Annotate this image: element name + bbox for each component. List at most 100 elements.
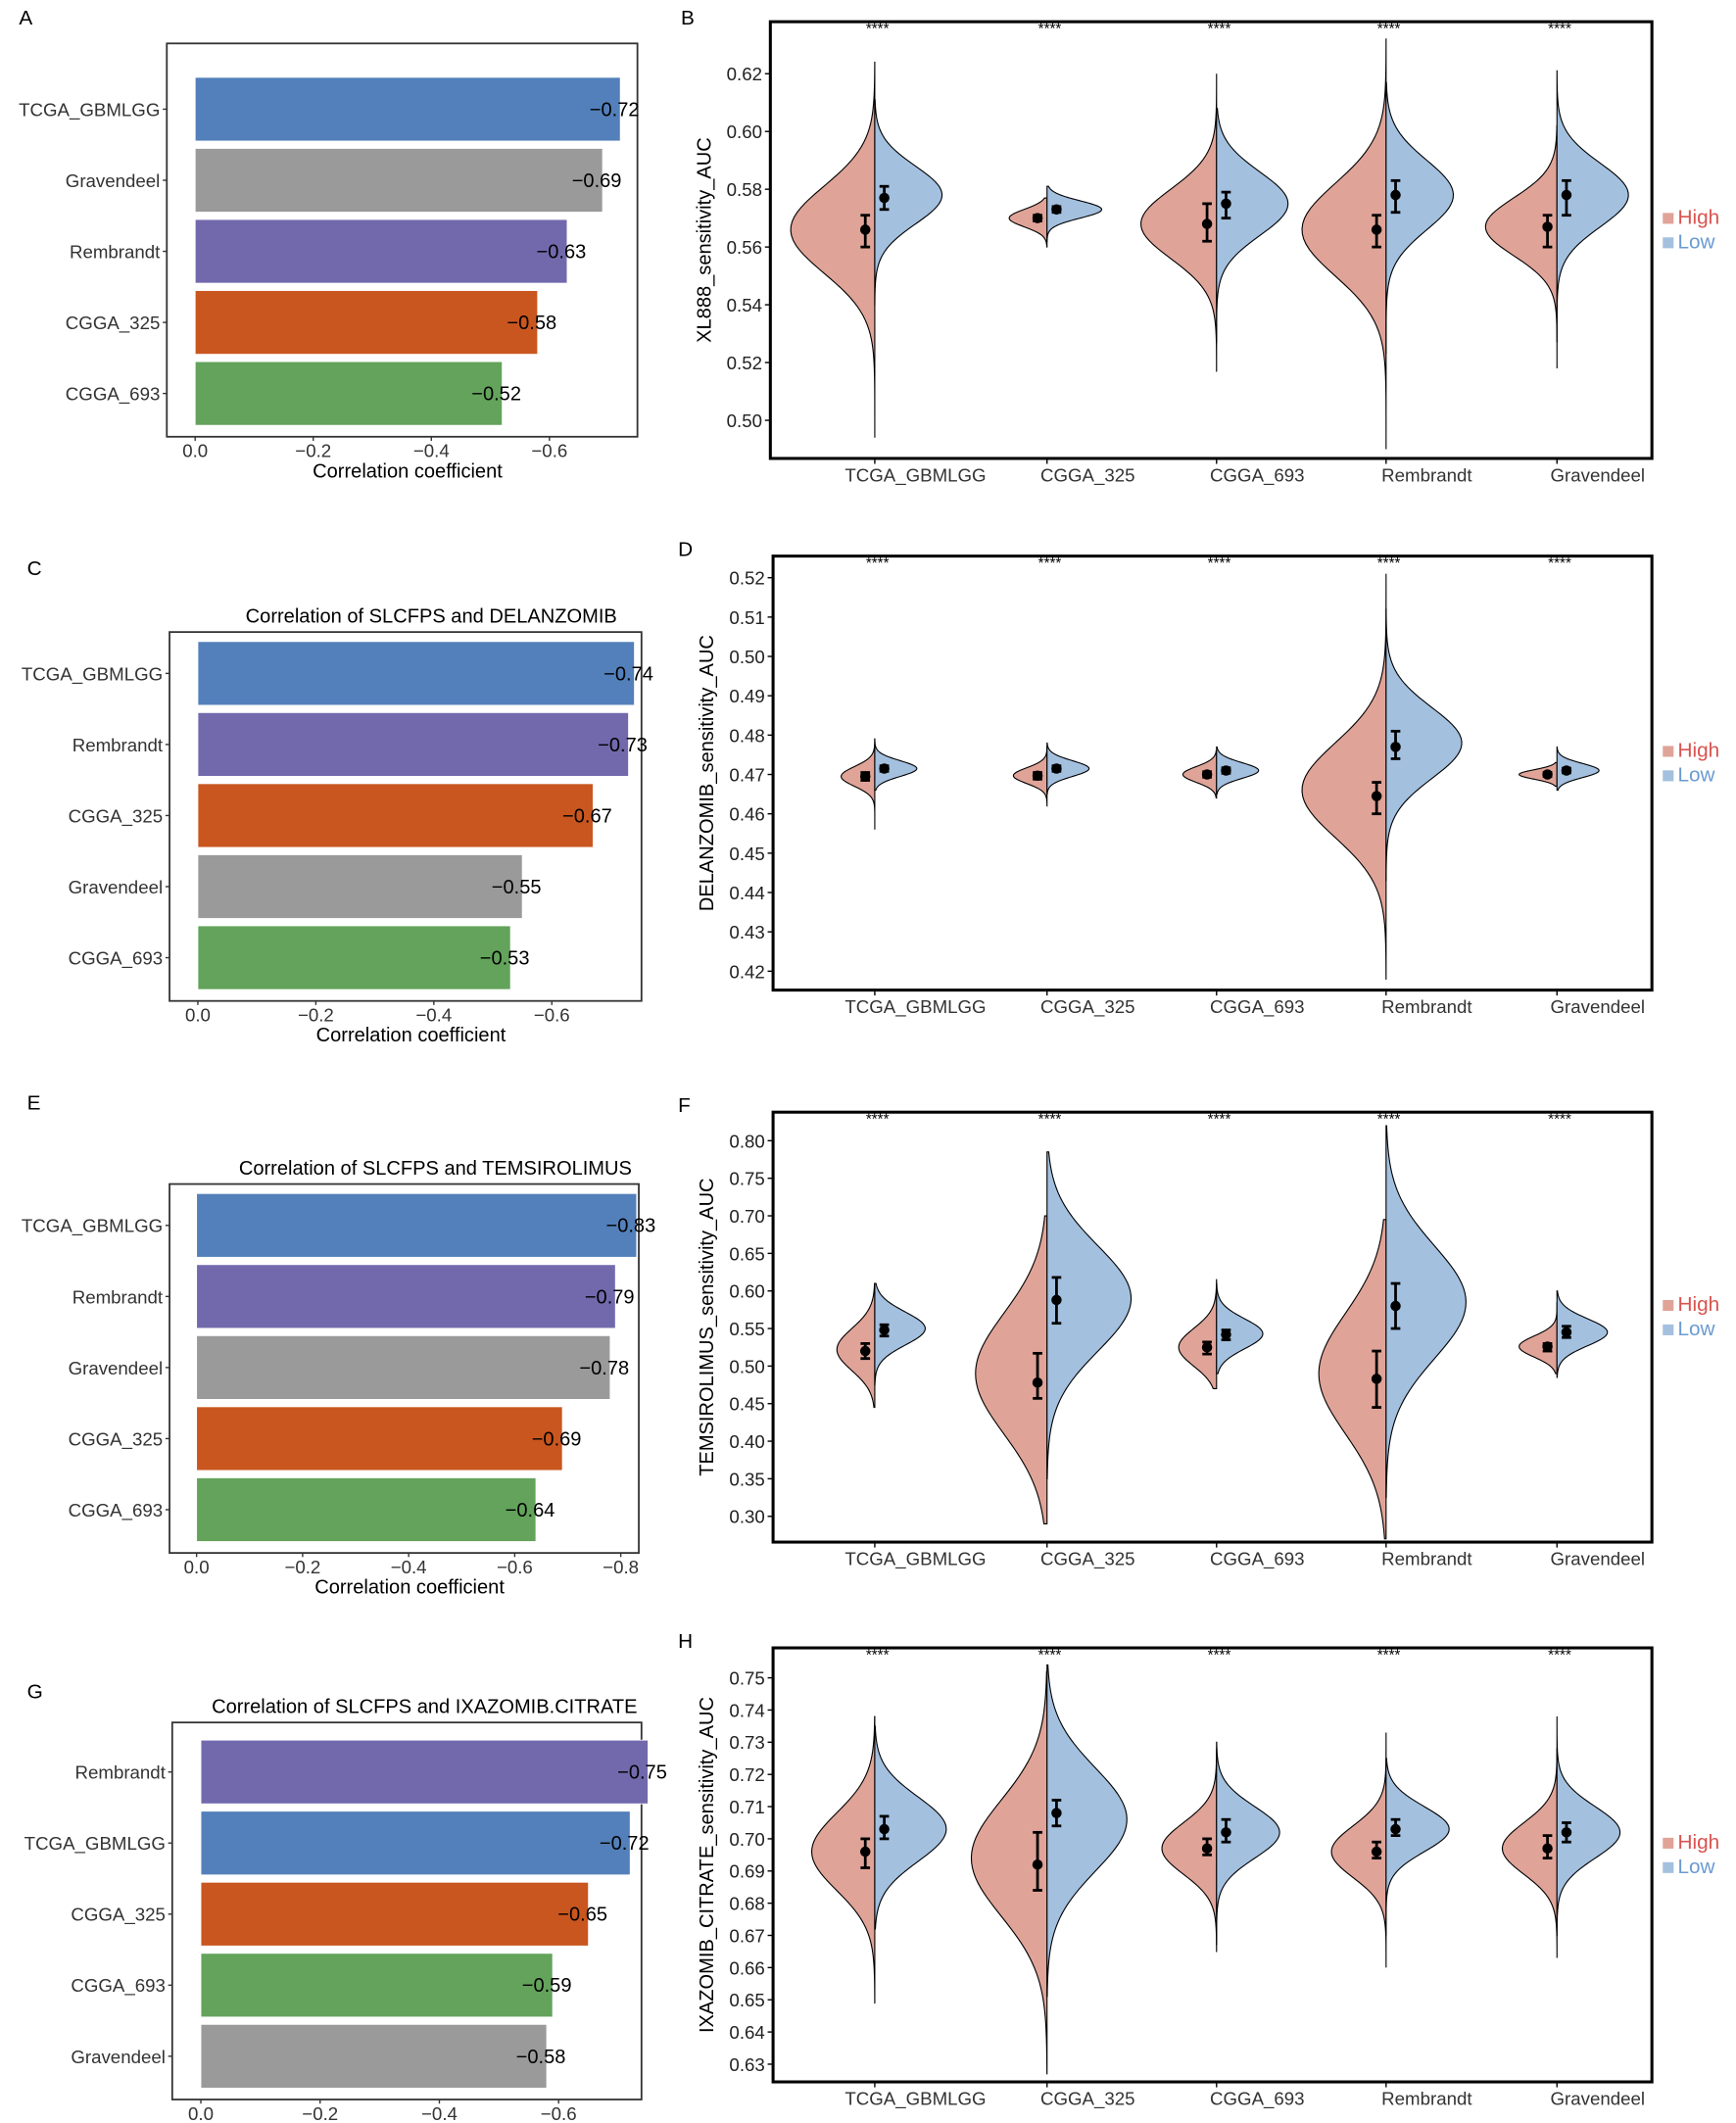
bar-rembrandt <box>197 711 629 777</box>
mean-point <box>1221 198 1231 210</box>
mean-point <box>1051 763 1062 774</box>
mean-point <box>1390 189 1401 201</box>
y-tick-label: TCGA_GBMLGG <box>19 99 160 121</box>
y-tick-label: CGGA_693 <box>71 1975 166 1997</box>
data-label: −0.75 <box>617 1762 667 1784</box>
bar-cgga_693 <box>200 1953 554 2018</box>
mean-point <box>1371 791 1382 801</box>
x-tick-label: Gravendeel <box>1551 1549 1646 1569</box>
violin-half-high <box>1140 73 1218 372</box>
panel-letter: H <box>678 1630 693 1653</box>
significance-stars: **** <box>1548 1112 1571 1129</box>
violin-half-low <box>1556 746 1600 792</box>
mean-point <box>1390 742 1401 752</box>
significance-stars: **** <box>1548 22 1571 38</box>
y-tick-label: 0.72 <box>729 1764 764 1785</box>
x-tick-label: Rembrandt <box>1381 996 1472 1017</box>
bar-tcga_gbmlgg <box>194 76 621 142</box>
x-tick-label: −0.4 <box>415 1004 452 1025</box>
mean-point <box>859 1846 871 1858</box>
chart-title: Correlation of SLCFPS and IXAZOMIB.CITRA… <box>212 1696 637 1717</box>
x-tick-label: Gravendeel <box>1551 2089 1646 2109</box>
significance-stars: **** <box>866 555 890 572</box>
chart-title: Correlation of SLCFPS and TEMSIROLIMUS <box>239 1158 632 1180</box>
legend-swatch-low <box>1663 237 1674 249</box>
violin-half-high <box>841 738 876 830</box>
violin-half-low <box>1046 1151 1133 1479</box>
mean-point <box>1032 213 1043 223</box>
x-tick-label: TCGA_GBMLGG <box>844 996 986 1018</box>
y-tick-label: 0.56 <box>727 237 762 258</box>
mean-point <box>879 763 890 774</box>
legend-label-high: High <box>1677 1293 1719 1316</box>
x-tick-label: TCGA_GBMLGG <box>844 2089 986 2110</box>
x-tick-label: CGGA_693 <box>1210 464 1305 486</box>
x-tick-label: CGGA_693 <box>1210 1549 1305 1570</box>
data-label: −0.72 <box>590 99 640 121</box>
mean-point <box>879 1823 890 1835</box>
violin-half-high <box>1181 749 1218 799</box>
panel-c: C Correlation of SLCFPS and DELANZOMIB −0.… <box>22 557 653 1046</box>
x-tick-label: Gravendeel <box>1551 464 1646 485</box>
bar-gravendeel <box>200 2023 548 2089</box>
mean-point <box>1201 769 1213 780</box>
violin-half-low <box>1216 108 1289 343</box>
legend-swatch-high <box>1663 746 1674 757</box>
significance-stars: **** <box>1208 555 1231 572</box>
violin-half-high <box>1519 761 1558 788</box>
violin-half-low <box>1385 1125 1467 1499</box>
data-label: −0.78 <box>579 1358 629 1379</box>
data-label: −0.63 <box>537 241 587 263</box>
y-tick-label: 0.43 <box>729 922 764 942</box>
y-tick-label: 0.52 <box>729 568 764 589</box>
y-tick-label: Rembrandt <box>72 735 164 755</box>
y-tick-label: 0.45 <box>729 1394 764 1415</box>
y-tick-label: 0.64 <box>729 2022 764 2043</box>
panel-b: B **** TCGA_GBMLGG **** CGGA_325 **** CGGA_693… <box>681 7 1719 487</box>
y-tick-label: Rembrandt <box>75 1762 167 1783</box>
mean-point <box>1221 765 1231 776</box>
bar-cgga_325 <box>200 1881 590 1947</box>
legend-label-high: High <box>1677 206 1719 228</box>
x-tick-label: −0.4 <box>391 1557 427 1577</box>
bar-rembrandt <box>196 1264 616 1329</box>
panel-f: F **** TCGA_GBMLGG **** CGGA_325 **** CGGA_693… <box>678 1094 1719 1569</box>
bar-cgga_693 <box>197 925 511 990</box>
x-tick-label: −0.4 <box>421 2103 458 2123</box>
y-tick-label: 0.52 <box>727 353 762 373</box>
data-label: −0.59 <box>522 1975 572 1997</box>
x-tick-label: CGGA_693 <box>1210 996 1305 1018</box>
data-label: −0.73 <box>598 735 648 756</box>
violin-half-low <box>874 1725 947 1930</box>
mean-point <box>1542 1843 1553 1855</box>
bar-cgga_693 <box>196 1477 537 1542</box>
y-tick-label: 0.67 <box>729 1925 764 1946</box>
bar-cgga_325 <box>197 783 594 848</box>
violin-half-low <box>1385 608 1463 882</box>
y-tick-label: Rembrandt <box>70 241 161 262</box>
mean-point <box>1201 218 1213 229</box>
y-tick-label: 0.49 <box>729 686 764 706</box>
y-tick-label: 0.30 <box>729 1507 764 1527</box>
y-tick-label: 0.60 <box>727 121 762 142</box>
x-tick-label: −0.4 <box>413 441 450 461</box>
x-tick-label: 0.0 <box>184 1557 210 1577</box>
y-tick-label: 0.55 <box>729 1319 764 1339</box>
x-tick-label: CGGA_325 <box>1040 464 1135 486</box>
y-tick-label: 0.51 <box>729 607 764 628</box>
data-label: −0.58 <box>516 2047 566 2068</box>
x-tick-label: −0.2 <box>298 1004 334 1025</box>
data-label: −0.52 <box>471 384 521 406</box>
data-label: −0.53 <box>480 947 530 969</box>
panel-e: E Correlation of SLCFPS and TEMSIROLIMUS −… <box>22 1091 655 1598</box>
y-tick-label: 0.65 <box>729 1990 764 2010</box>
y-tick-label: 0.42 <box>729 961 764 982</box>
y-tick-label: CGGA_325 <box>69 805 164 827</box>
legend-swatch-low <box>1663 1861 1674 1873</box>
violin-half-high <box>1318 1219 1387 1540</box>
panel-letter: E <box>27 1091 41 1114</box>
mean-point <box>1051 1294 1062 1306</box>
mean-point <box>1390 1300 1401 1312</box>
legend-swatch-high <box>1663 1299 1674 1312</box>
panel-letter: D <box>678 539 693 561</box>
